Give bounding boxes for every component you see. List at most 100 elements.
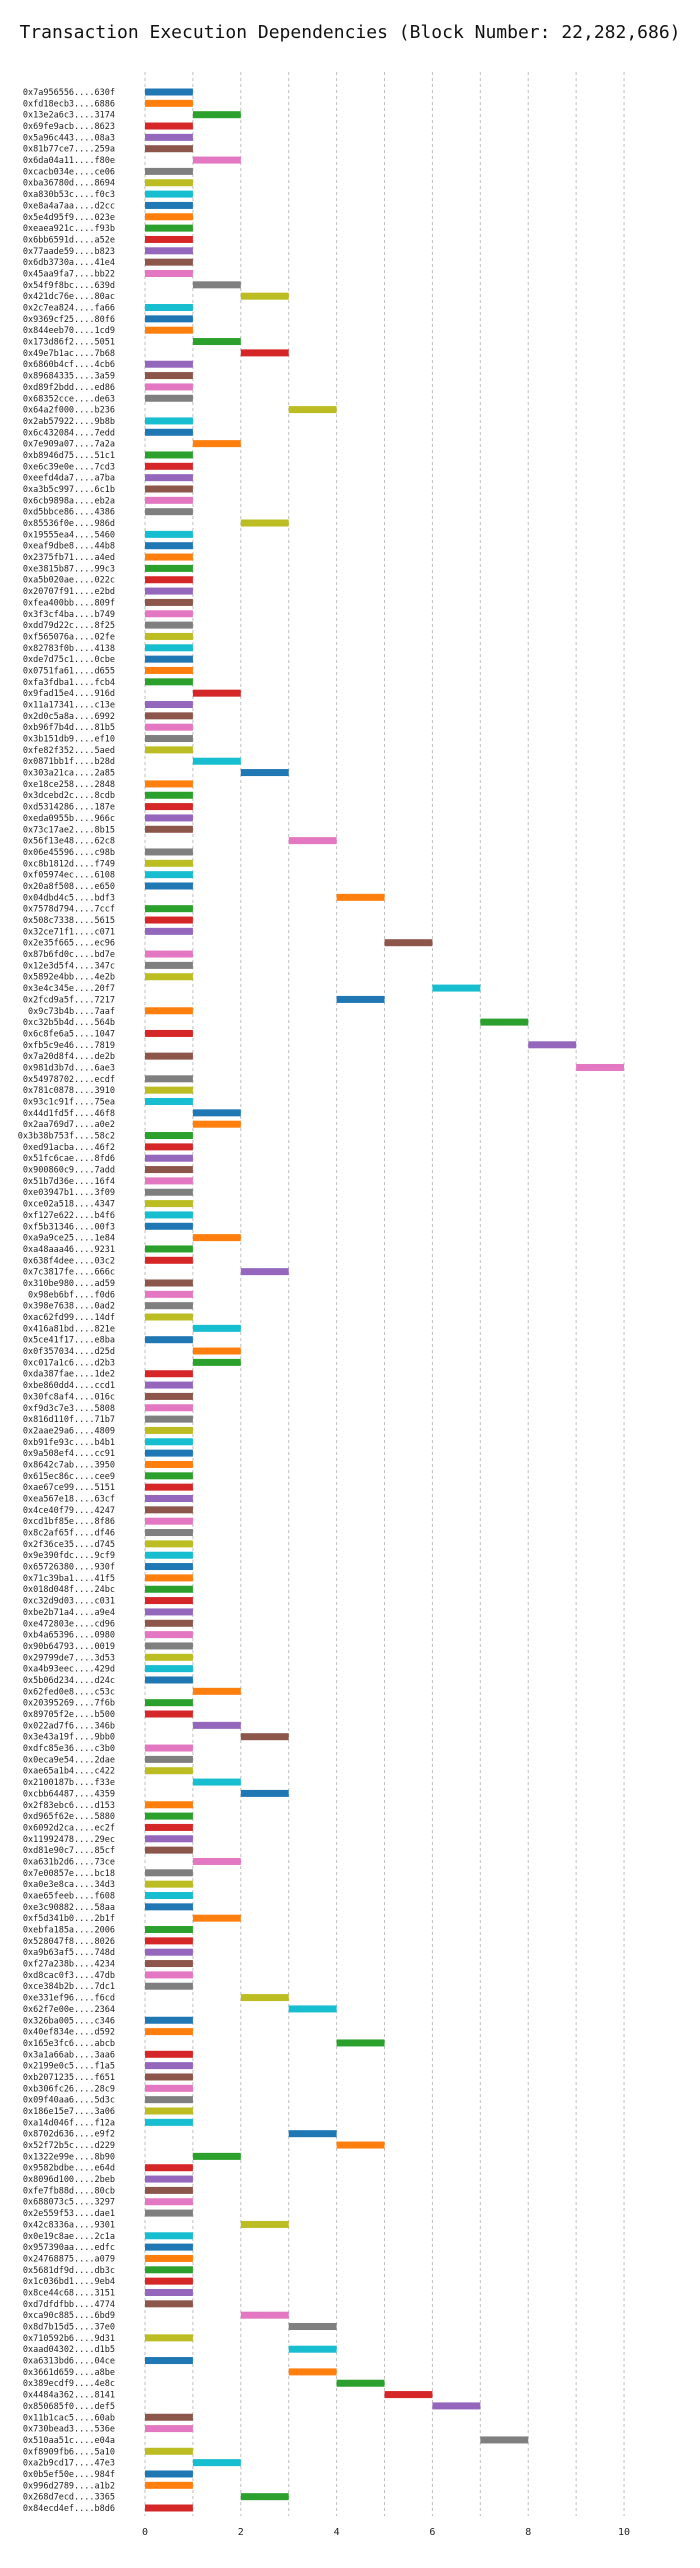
tx-label: 0x0b5ef50e....984f	[23, 2470, 115, 2480]
execution-bar	[145, 1302, 193, 1310]
execution-bar	[145, 644, 193, 652]
execution-bar	[145, 1404, 193, 1412]
tx-label: 0xa631b2d6....73ce	[23, 1857, 115, 1867]
execution-bar	[145, 1426, 193, 1434]
tx-label: 0xd5bbce86....4386	[23, 508, 115, 518]
tx-label: 0x3f3cf4ba....b749	[23, 610, 115, 620]
tx-label: 0x510aa51c....e04a	[23, 2436, 115, 2446]
tx-label: 0x421dc76e....80ac	[23, 292, 115, 302]
execution-bar	[145, 621, 193, 629]
tx-label: 0x32ce71f1....c071	[23, 927, 115, 937]
execution-bar	[145, 1619, 193, 1627]
execution-bar	[288, 406, 337, 414]
execution-bar	[145, 1279, 193, 1287]
tx-label: 0xc017a1c6....d2b3	[23, 1358, 115, 1368]
execution-bar	[145, 1551, 193, 1559]
tx-label: 0xd5314286....187e	[23, 803, 115, 813]
tx-label: 0xb306fc26....28c9	[23, 2084, 115, 2094]
tx-label: 0x2aa769d7....a0e2	[23, 1120, 115, 1130]
execution-bar	[145, 1744, 193, 1752]
tx-label: 0x89684335....3a59	[23, 372, 115, 382]
execution-bar	[145, 2300, 193, 2308]
execution-bar	[145, 269, 193, 277]
execution-bar	[145, 133, 193, 141]
execution-bar	[145, 88, 193, 96]
execution-bar	[192, 1914, 241, 1922]
tx-label: 0x13e2a6c3....3174	[23, 111, 115, 121]
tx-label: 0x8642c7ab....3950	[23, 1460, 115, 1470]
execution-bar	[145, 666, 193, 674]
execution-bar	[145, 1132, 193, 1140]
execution-bar	[336, 2141, 385, 2149]
execution-bar	[145, 213, 193, 221]
tx-label: 0xce384b2b....7dc1	[23, 1982, 115, 1992]
execution-bar	[240, 349, 289, 357]
execution-bar	[192, 1234, 241, 1242]
execution-bar	[145, 201, 193, 209]
execution-bar	[145, 1880, 193, 1888]
execution-bar	[145, 2470, 193, 2478]
execution-bar	[145, 848, 193, 856]
x-tick-label: 10	[618, 2527, 630, 2538]
tx-label: 0xf27a238b....4234	[23, 1960, 115, 1970]
execution-bar	[145, 1801, 193, 1809]
tx-label: 0x64a2f000....b236	[23, 406, 115, 416]
tx-label: 0x0f357034....d25d	[23, 1347, 115, 1357]
bars	[145, 88, 625, 2512]
tx-label: 0xe3815b87....99c3	[23, 564, 115, 574]
tx-label: 0xcbb64487....4359	[23, 1789, 115, 1799]
execution-bar	[432, 2402, 481, 2410]
tx-label: 0xfe82f352....5aed	[23, 746, 115, 756]
execution-bar	[145, 1835, 193, 1843]
execution-bar	[145, 1188, 193, 1196]
tx-label: 0x62fed0e8....c53c	[23, 1687, 115, 1697]
tx-label: 0x20395269....7f6b	[23, 1699, 115, 1709]
execution-bar	[145, 247, 193, 255]
execution-bar	[145, 2175, 193, 2183]
tx-label: 0xde7d75c1....0cbe	[23, 655, 115, 665]
execution-bar	[145, 1506, 193, 1514]
execution-bar	[145, 1540, 193, 1548]
tx-label: 0x90b64793....0019	[23, 1642, 115, 1652]
execution-bar	[336, 2039, 385, 2047]
execution-bar	[145, 1392, 193, 1400]
tx-label: 0xb4a65396....0980	[23, 1631, 115, 1641]
tx-label: 0xa4b93eec....429d	[23, 1665, 115, 1675]
tx-label: 0x84ecd4ef....b8d6	[23, 2504, 115, 2514]
tx-label: 0x09f40aa6....5d3c	[23, 2096, 115, 2106]
execution-bar	[192, 1358, 241, 1366]
execution-bar	[432, 984, 481, 992]
tx-label: 0x9e390fdc....9cf9	[23, 1551, 115, 1561]
execution-bar	[145, 2084, 193, 2092]
tx-label: 0x12e3d5f4....347c	[23, 961, 115, 971]
tx-label: 0xa6313bd6....04ce	[23, 2357, 115, 2367]
tx-label: 0xf565076a....02fe	[23, 632, 115, 642]
tx-label: 0x51fc6cae....8fd6	[23, 1154, 115, 1164]
tx-label: 0x6bb6591d....a52e	[23, 235, 115, 245]
execution-bar	[145, 1710, 193, 1718]
tx-label: 0x268d7ecd....3365	[23, 2493, 115, 2503]
execution-bar	[145, 2050, 193, 2058]
tx-label: 0xe472803e....cd96	[23, 1619, 115, 1629]
tx-label: 0xa14d046f....f12a	[23, 2118, 115, 2128]
tx-label: 0x615ec86c....cee9	[23, 1472, 115, 1482]
execution-bar	[192, 1347, 241, 1355]
tx-label: 0xb8946d75....51c1	[23, 451, 115, 461]
execution-bar	[145, 882, 193, 890]
tx-label: 0xca90c885....6bd9	[23, 2311, 115, 2321]
chart-title: Transaction Execution Dependencies (Bloc…	[19, 22, 680, 43]
tx-label: 0x73c17ae2....8b15	[23, 825, 115, 835]
tx-label: 0xa9b63af5....748d	[23, 1948, 115, 1958]
tx-label: 0x8d7b15d5....37e0	[23, 2323, 115, 2333]
tx-label: 0x6c8fe6a5....1047	[23, 1029, 115, 1039]
tx-label: 0x8096d100....2beb	[23, 2175, 115, 2185]
execution-bar	[145, 394, 193, 402]
tx-label: 0x2199e0c5....f1a5	[23, 2062, 115, 2072]
execution-bar	[145, 1029, 193, 1037]
tx-label: 0x8c2af65f....df46	[23, 1529, 115, 1539]
execution-bar	[145, 1494, 193, 1502]
tx-label: 0x9369cf25....80f6	[23, 315, 115, 325]
execution-bar	[192, 111, 241, 119]
tx-label: 0xeefd4da7....a7ba	[23, 474, 115, 484]
